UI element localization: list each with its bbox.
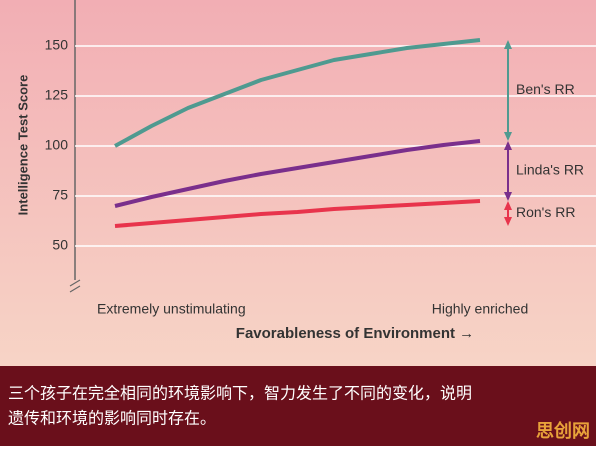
series-line xyxy=(114,139,481,208)
arrow-head xyxy=(504,217,512,226)
y-tick-label: 100 xyxy=(45,137,69,153)
annotation: Linda's RR xyxy=(516,162,584,178)
y-tick-label: 125 xyxy=(45,87,69,103)
arrow-head xyxy=(504,40,512,49)
y-tick-label: 50 xyxy=(52,237,68,253)
annotation: Ron's RR xyxy=(516,204,575,220)
arrow-head xyxy=(504,201,512,210)
x-tick-label: Highly enriched xyxy=(432,301,529,317)
caption-band xyxy=(0,366,596,446)
arrow-head xyxy=(504,141,512,150)
y-tick-label: 75 xyxy=(52,187,68,203)
series-line xyxy=(114,199,481,228)
x-axis-label: Favorableness of Environment → xyxy=(236,325,474,342)
annotation: Ben's RR xyxy=(516,81,575,97)
series-line xyxy=(114,38,481,148)
y-tick-label: 150 xyxy=(45,37,69,53)
chart-background xyxy=(0,0,596,366)
arrow-head xyxy=(504,132,512,141)
axis-break xyxy=(69,279,81,293)
arrow-head xyxy=(504,192,512,201)
watermark: 思创网 xyxy=(536,420,590,442)
caption-line: 三个孩子在完全相同的环境影响下，智力发生了不同的变化，说明 xyxy=(8,384,472,403)
x-tick-label: Extremely unstimulating xyxy=(97,301,246,317)
y-axis-label: Intelligence Test Score xyxy=(15,75,30,216)
caption-line: 遗传和环境的影响同时存在。 xyxy=(8,409,216,428)
